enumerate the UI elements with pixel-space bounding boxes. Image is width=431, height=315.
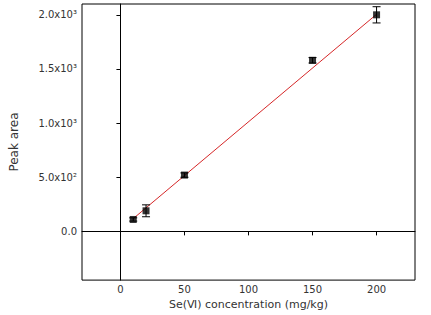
svg-text:Se(Ⅵ) concentration (mg/kg): Se(Ⅵ) concentration (mg/kg): [169, 298, 328, 311]
svg-text:0.0: 0.0: [61, 226, 77, 237]
svg-text:2.0x10³: 2.0x10³: [38, 9, 77, 20]
svg-text:5.0x10²: 5.0x10²: [38, 172, 77, 183]
svg-text:1.0x10³: 1.0x10³: [38, 118, 77, 129]
svg-text:150: 150: [303, 284, 322, 295]
svg-text:1.5x10³: 1.5x10³: [38, 63, 77, 74]
svg-text:200: 200: [367, 284, 386, 295]
svg-text:50: 50: [178, 284, 191, 295]
svg-text:0: 0: [117, 284, 123, 295]
svg-text:Peak area: Peak area: [7, 113, 21, 172]
svg-text:100: 100: [239, 284, 258, 295]
